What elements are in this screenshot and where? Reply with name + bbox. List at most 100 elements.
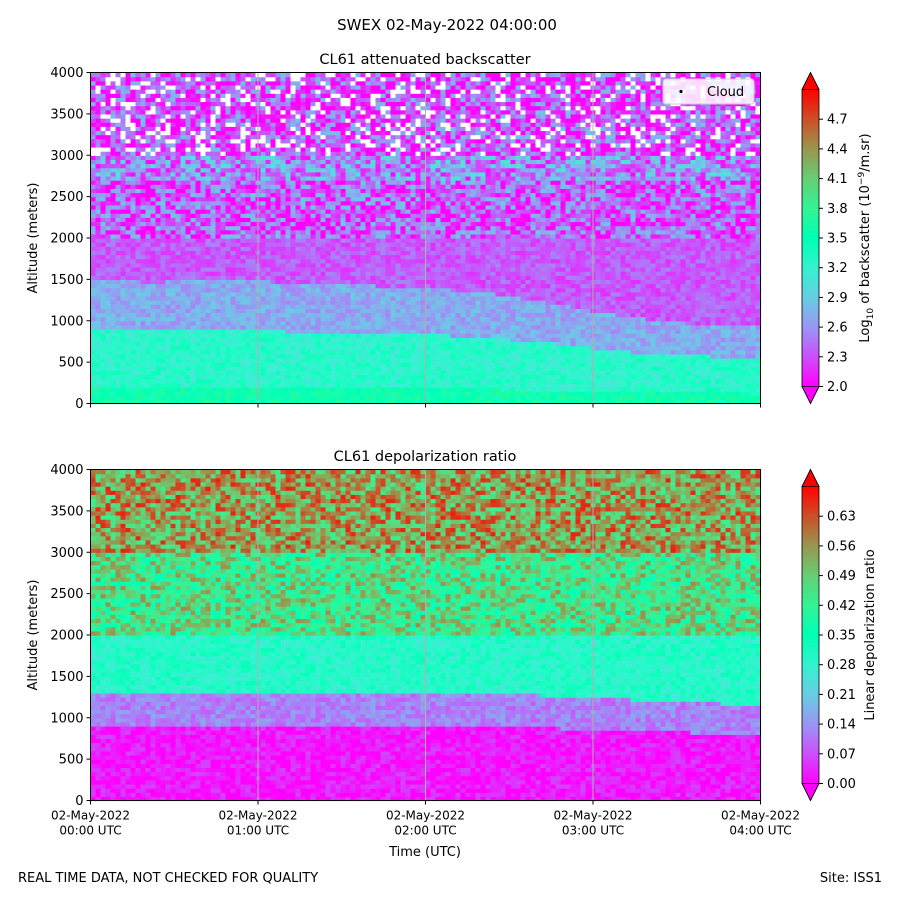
heatmap-cell: [395, 209, 402, 214]
heatmap-cell: [385, 300, 392, 305]
heatmap-cell: [210, 329, 217, 334]
heatmap-cell: [365, 266, 372, 272]
heatmap-cell: [395, 266, 402, 272]
heatmap-cell: [355, 262, 362, 268]
heatmap-cell: [215, 295, 222, 301]
heatmap-cell: [260, 113, 267, 119]
heatmap-cell: [265, 238, 272, 243]
heatmap-cell: [275, 89, 282, 94]
heatmap-cell: [330, 391, 337, 396]
heatmap-cell: [145, 175, 152, 181]
heatmap-cell: [220, 316, 227, 322]
heatmap-cell: [370, 386, 377, 392]
heatmap-cell: [175, 180, 182, 185]
heatmap-cell: [190, 126, 197, 132]
heatmap-cell: [160, 333, 167, 338]
heatmap-cell: [125, 97, 132, 103]
heatmap-cell: [325, 258, 332, 264]
heatmap-cell: [135, 192, 142, 198]
heatmap-cell: [145, 283, 152, 289]
heatmap-cell: [125, 349, 132, 355]
heatmap-cell: [295, 262, 302, 268]
heatmap-cell: [295, 213, 302, 218]
heatmap-cell: [185, 118, 192, 123]
heatmap-cell: [220, 109, 227, 115]
heatmap-cell: [315, 192, 322, 198]
heatmap-cell: [90, 97, 97, 103]
heatmap-cell: [130, 200, 137, 206]
heatmap-cell: [160, 130, 167, 136]
heatmap-cell: [210, 84, 217, 90]
heatmap-cell: [155, 93, 162, 98]
heatmap-cell: [305, 171, 312, 177]
heatmap-cell: [265, 370, 272, 376]
heatmap-cell: [310, 374, 317, 380]
heatmap-cell: [355, 204, 362, 210]
heatmap-cell: [345, 233, 352, 239]
heatmap-cell: [330, 204, 337, 210]
heatmap-cell: [130, 209, 137, 214]
heatmap-cell: [190, 175, 197, 181]
heatmap-cell: [270, 362, 277, 367]
heatmap-cell: [120, 84, 127, 90]
heatmap-cell: [220, 391, 227, 396]
heatmap-cell: [315, 209, 322, 214]
heatmap-cell: [325, 213, 332, 218]
heatmap-cell: [370, 254, 377, 260]
heatmap-cell: [320, 378, 327, 384]
heatmap-cell: [185, 258, 192, 264]
heatmap-cell: [155, 192, 162, 198]
heatmap-cell: [355, 291, 362, 297]
heatmap-cell: [240, 345, 247, 351]
heatmap-cell: [185, 126, 192, 132]
heatmap-cell: [250, 304, 257, 309]
heatmap-cell: [280, 126, 287, 132]
heatmap-cell: [110, 76, 117, 82]
heatmap-cell: [165, 362, 172, 367]
heatmap-cell: [275, 300, 282, 305]
heatmap-cell: [250, 200, 257, 206]
heatmap-cell: [200, 341, 207, 347]
heatmap-cell: [285, 200, 292, 206]
heatmap-cell: [350, 138, 357, 144]
heatmap-cell: [310, 84, 317, 90]
heatmap-cell: [135, 295, 142, 301]
heatmap-cell: [385, 84, 392, 90]
heatmap-cell: [235, 175, 242, 181]
heatmap-cell: [115, 275, 122, 280]
heatmap-cell: [195, 175, 202, 181]
heatmap-cell: [125, 159, 132, 165]
heatmap-cell: [135, 109, 142, 115]
heatmap-cell: [165, 101, 172, 107]
heatmap-cell: [345, 357, 352, 363]
heatmap-cell: [210, 374, 217, 380]
heatmap-cell: [345, 283, 352, 289]
heatmap-cell: [260, 180, 267, 185]
heatmap-cell: [305, 320, 312, 326]
heatmap-cell: [330, 324, 337, 330]
heatmap-cell: [320, 395, 327, 400]
heatmap-cell: [170, 192, 177, 198]
heatmap-cell: [285, 229, 292, 235]
heatmap-cell: [125, 266, 132, 272]
heatmap-cell: [270, 300, 277, 305]
heatmap-cell: [275, 271, 282, 276]
heatmap-cell: [250, 89, 257, 94]
heatmap-cell: [145, 316, 152, 322]
heatmap-cell: [265, 118, 272, 123]
heatmap-cell: [125, 258, 132, 264]
heatmap-cell: [335, 246, 342, 252]
heatmap-cell: [210, 254, 217, 260]
heatmap-cell: [285, 142, 292, 148]
heatmap-cell: [150, 308, 157, 314]
heatmap-cell: [345, 204, 352, 210]
heatmap-cell: [220, 238, 227, 243]
heatmap-cell: [220, 118, 227, 123]
heatmap-cell: [145, 76, 152, 82]
heatmap-cell: [360, 225, 367, 231]
heatmap-cell: [240, 196, 247, 202]
heatmap-cell: [325, 225, 332, 231]
heatmap-cell: [325, 171, 332, 177]
heatmap-cell: [360, 105, 367, 111]
heatmap-cell: [125, 151, 132, 156]
